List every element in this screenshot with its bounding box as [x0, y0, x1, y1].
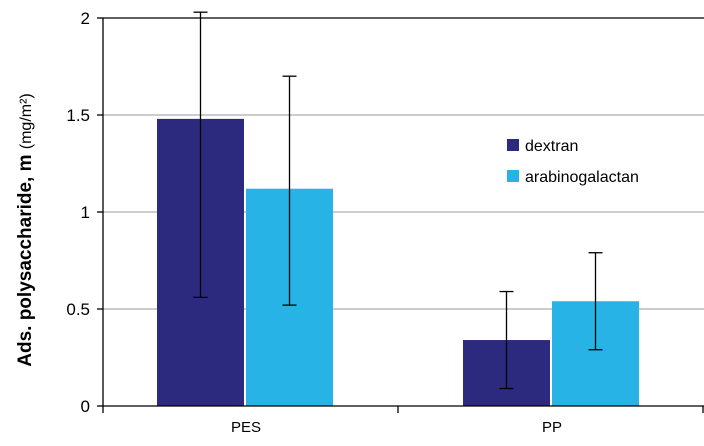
y-axis-title-main: Ads. polysaccharide, m	[15, 149, 36, 367]
bars	[157, 118, 639, 406]
axes	[97, 17, 704, 413]
y-tick-label: 1	[81, 203, 90, 222]
x-tick-label: PES	[231, 419, 261, 436]
y-axis-title: Ads. polysaccharide, m (mg/m²)	[15, 93, 36, 367]
y-tick-label: 2	[81, 9, 90, 28]
tick-labels: 0 0.5 1 1.5 2 PES PP	[66, 9, 562, 436]
y-tick-label: 0.5	[66, 300, 90, 319]
legend-label-arabinogalactan: arabinogalactan	[525, 169, 639, 186]
legend-swatch-dextran	[507, 139, 519, 151]
y-tick-label: 0	[81, 397, 90, 416]
legend: dextran arabinogalactan	[507, 138, 639, 186]
y-tick-label: 1.5	[66, 106, 90, 125]
error-bars	[193, 11, 603, 390]
legend-label-dextran: dextran	[525, 138, 578, 155]
legend-swatch-arabinogalactan	[507, 170, 519, 182]
x-tick-label: PP	[542, 419, 562, 436]
y-axis-title-unit: (mg/m²)	[18, 93, 35, 149]
